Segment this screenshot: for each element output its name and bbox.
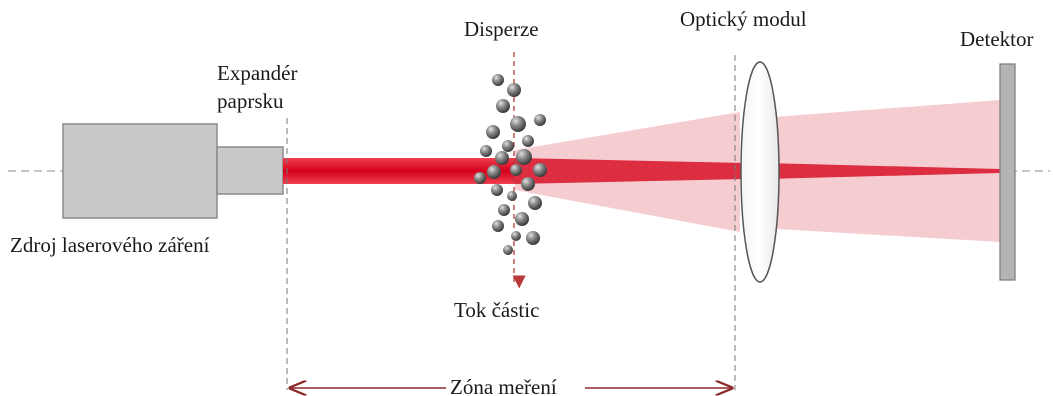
sphere-icon	[492, 220, 504, 232]
laser-source-body	[62, 123, 218, 219]
sphere-icon	[480, 145, 492, 157]
convex-lens-icon	[740, 61, 780, 283]
sphere-icon	[528, 196, 542, 210]
sphere-icon	[510, 116, 526, 132]
label-expander-line2: paprsku	[217, 89, 284, 113]
laser-beam-focused	[765, 163, 1000, 179]
detector-plate	[999, 63, 1016, 281]
sphere-icon	[526, 231, 540, 245]
label-optical-module: Optický modul	[680, 7, 807, 31]
laser-source-nozzle	[216, 146, 284, 195]
sphere-icon	[516, 149, 532, 165]
label-particle-flow: Tok částic	[454, 298, 539, 322]
sphere-icon	[521, 177, 535, 191]
laser-beam-to-lens	[515, 158, 745, 184]
label-measurement-zone: Zóna meření	[450, 375, 557, 396]
sphere-icon	[474, 172, 486, 184]
label-expander: Expandér	[217, 61, 297, 85]
sphere-icon	[498, 204, 510, 216]
sphere-icon	[487, 165, 501, 179]
sphere-icon	[515, 212, 529, 226]
sphere-icon	[522, 135, 534, 147]
sphere-icon	[486, 125, 500, 139]
sphere-icon	[507, 83, 521, 97]
label-source: Zdroj laserového záření	[10, 233, 210, 257]
sphere-icon	[511, 231, 521, 241]
sphere-icon	[503, 245, 513, 255]
sphere-icon	[533, 163, 547, 177]
sphere-icon	[491, 184, 503, 196]
sphere-icon	[492, 74, 504, 86]
sphere-icon	[534, 114, 546, 126]
sphere-icon	[495, 151, 509, 165]
sphere-icon	[510, 164, 522, 176]
particle-cloud	[474, 74, 547, 255]
sphere-icon	[507, 191, 517, 201]
sphere-icon	[502, 140, 514, 152]
label-dispersion: Disperze	[464, 17, 539, 41]
label-detector: Detektor	[960, 27, 1033, 51]
sphere-icon	[496, 99, 510, 113]
